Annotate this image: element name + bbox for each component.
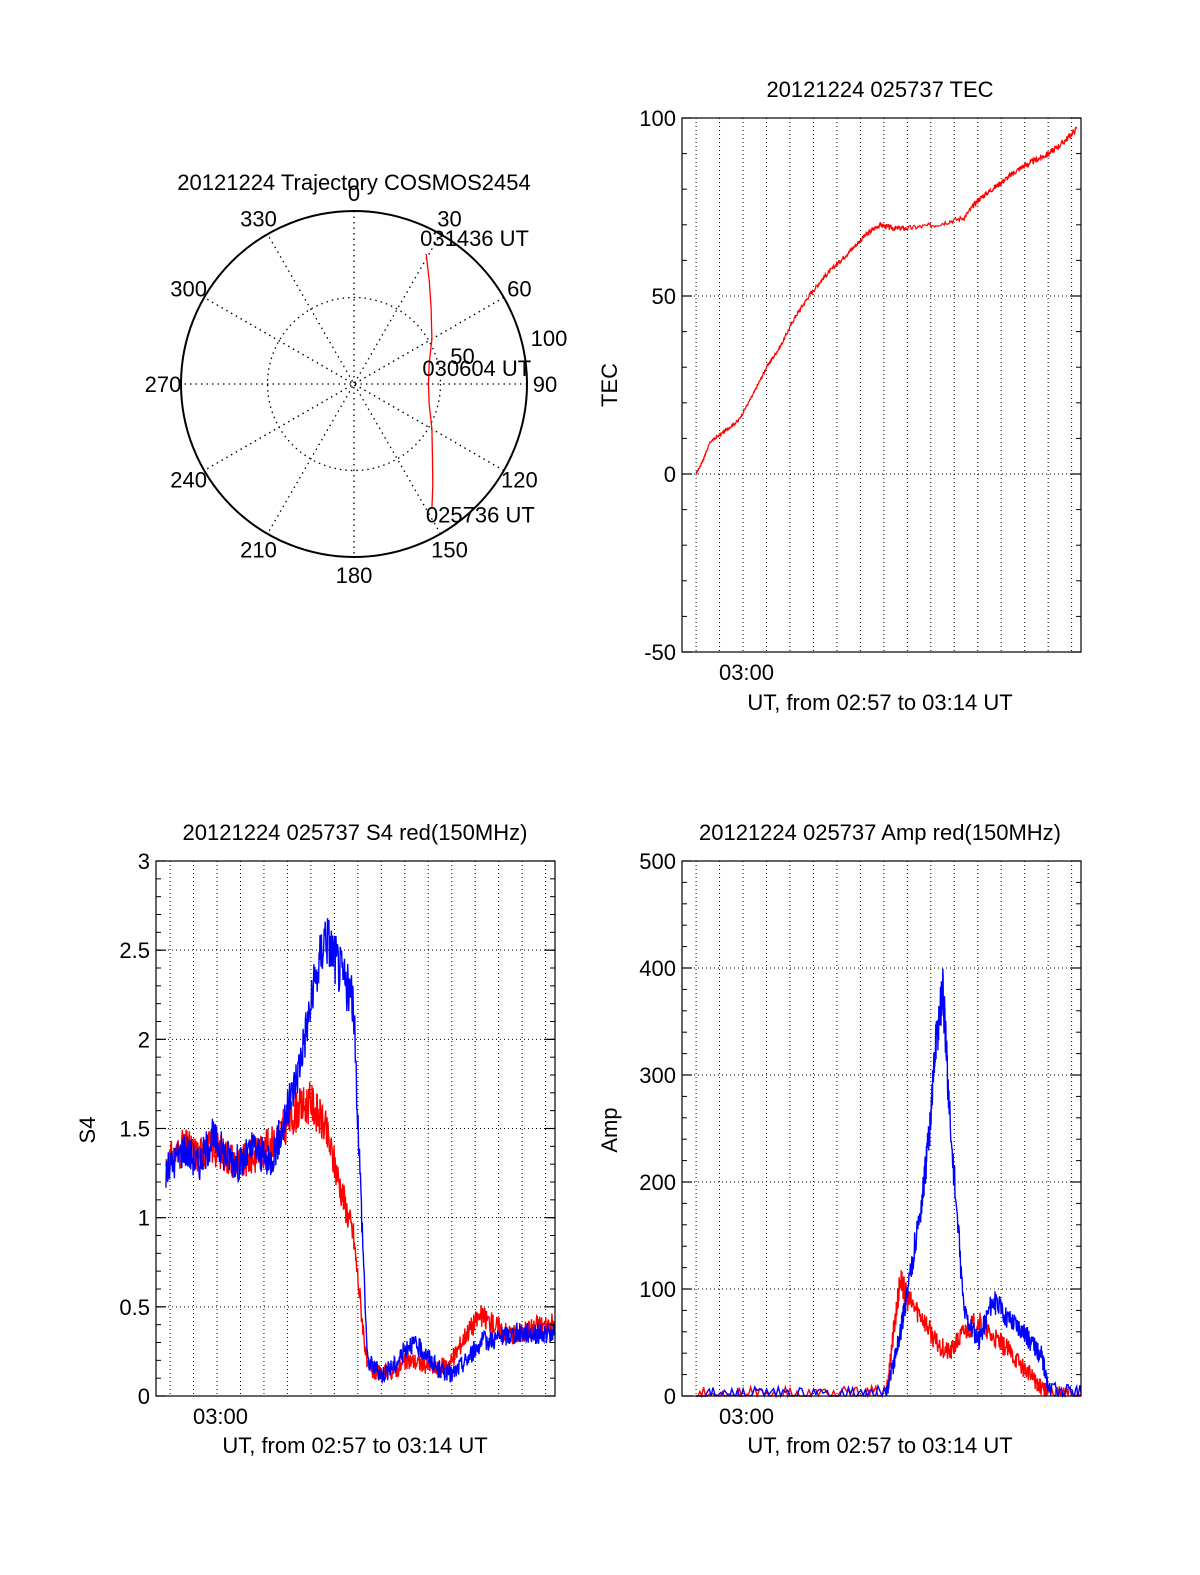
- y-tick-label: 200: [639, 1170, 676, 1195]
- polar-azimuth-label: 180: [336, 563, 373, 588]
- polar-azimuth-label: 30: [437, 207, 461, 232]
- plot-frame: [681, 860, 1082, 1397]
- y-tick-label: 300: [639, 1063, 676, 1088]
- y-tick-label: 1: [138, 1206, 150, 1231]
- s4-title: 20121224 025737 S4 red(150MHz): [183, 820, 528, 845]
- x-tick-label: 03:00: [193, 1404, 248, 1429]
- y-tick-label: 2.5: [119, 938, 150, 963]
- polar-azimuth-label: 90: [533, 372, 557, 397]
- trajectory-time-label: 030604 UT: [422, 356, 531, 381]
- series-line: [695, 126, 1078, 475]
- polar-radial-label: 100: [531, 326, 568, 351]
- x-tick-label: 03:00: [719, 1404, 774, 1429]
- polar-azimuth-label: 240: [170, 468, 207, 493]
- y-tick-label: 0: [138, 1384, 150, 1409]
- series-line: [695, 968, 1082, 1399]
- trajectory-time-label: 031436 UT: [420, 226, 529, 251]
- y-tick-label: 400: [639, 956, 676, 981]
- tec-chart-panel: 20121224 025737 TEC UT, from 02:57 to 03…: [597, 77, 1082, 715]
- polar-azimuth-label: 270: [145, 372, 182, 397]
- polar-trajectory-panel: 20121224 Trajectory COSMOS2454 0 30 60 90 12…: [145, 170, 568, 588]
- y-tick-label: 0: [664, 1384, 676, 1409]
- y-tick-label: 50: [652, 284, 676, 309]
- polar-azimuth-label: 210: [240, 537, 277, 562]
- polar-azimuth-label: 60: [507, 277, 531, 302]
- polar-ring: [266, 296, 442, 472]
- polar-azimuth-label: 300: [170, 277, 207, 302]
- tec-title: 20121224 025737 TEC: [766, 77, 993, 102]
- y-tick-label: -50: [644, 640, 676, 665]
- trajectory-line: [425, 253, 434, 509]
- amp-xlabel: UT, from 02:57 to 03:14 UT: [747, 1433, 1012, 1458]
- amp-ylabel: Amp: [597, 1107, 622, 1152]
- s4-xlabel: UT, from 02:57 to 03:14 UT: [222, 1433, 487, 1458]
- y-tick-label: 3: [138, 849, 150, 874]
- s4-ylabel: S4: [75, 1117, 100, 1144]
- y-tick-label: 100: [639, 1277, 676, 1302]
- tec-xlabel: UT, from 02:57 to 03:14 UT: [747, 690, 1012, 715]
- polar-title: 20121224 Trajectory COSMOS2454: [177, 170, 530, 195]
- s4-chart-panel: 20121224 025737 S4 red(150MHz) UT, from …: [75, 820, 556, 1458]
- amp-title: 20121224 025737 Amp red(150MHz): [699, 820, 1061, 845]
- trajectory-time-label: 025736 UT: [426, 503, 535, 528]
- polar-outer-ring: [180, 210, 528, 558]
- y-tick-label: 2: [138, 1027, 150, 1052]
- polar-radial-label: 50: [450, 344, 474, 369]
- polar-azimuth-label: 330: [240, 207, 277, 232]
- y-tick-label: 500: [639, 849, 676, 874]
- polar-azimuth-label: 150: [431, 537, 468, 562]
- amp-chart-panel: 20121224 025737 Amp red(150MHz) UT, from…: [597, 820, 1082, 1458]
- x-tick-label: 03:00: [719, 660, 774, 685]
- y-tick-label: 1.5: [119, 1117, 150, 1142]
- polar-azimuth-label: 0: [348, 181, 360, 206]
- polar-azimuth-label: 120: [501, 468, 538, 493]
- tec-ylabel: TEC: [597, 363, 622, 407]
- y-tick-label: 100: [639, 106, 676, 131]
- series-line: [165, 918, 556, 1384]
- plot-frame: [681, 117, 1082, 653]
- y-tick-label: 0: [664, 462, 676, 487]
- y-tick-label: 0.5: [119, 1295, 150, 1320]
